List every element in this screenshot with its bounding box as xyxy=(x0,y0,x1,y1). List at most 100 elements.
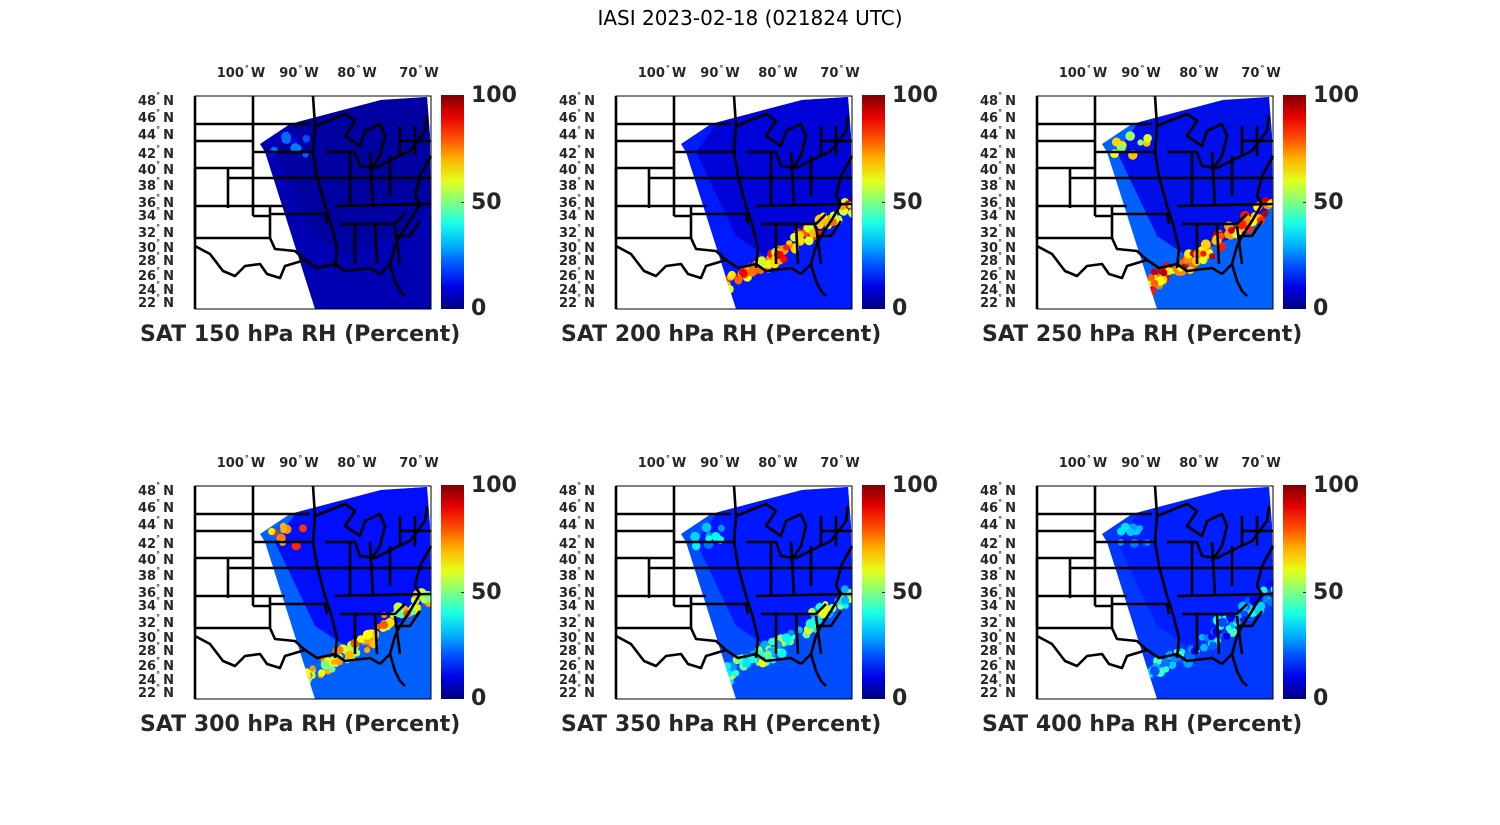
state-boundary xyxy=(1221,263,1233,275)
y-tick-value: 34 xyxy=(559,209,578,224)
moist-patch-point xyxy=(1117,527,1126,536)
colorbar xyxy=(1283,95,1306,309)
x-tick-label: 80° W xyxy=(758,454,797,471)
colorbar-tick-label: 100 xyxy=(1313,473,1359,498)
y-tick-value: 38 xyxy=(559,569,578,584)
degree-symbol: ° xyxy=(998,108,1003,117)
moist-band-point xyxy=(738,268,748,277)
degree-symbol: ° xyxy=(577,566,582,575)
y-tick-label: 22° N xyxy=(559,293,595,311)
y-tick-value: 22 xyxy=(138,296,157,311)
y-tick-label: 28° N xyxy=(559,641,595,659)
y-tick-suffix: N xyxy=(1005,599,1016,614)
state-boundary xyxy=(1112,212,1171,225)
state-boundary xyxy=(1112,602,1171,615)
y-tick-suffix: N xyxy=(163,644,174,659)
y-tick-label: 34° N xyxy=(559,596,595,614)
state-boundary xyxy=(393,615,402,655)
y-tick-label: 38° N xyxy=(980,566,1016,584)
y-tick-suffix: N xyxy=(163,553,174,568)
x-tick-value: 80 xyxy=(758,456,777,471)
y-tick-value: 30 xyxy=(138,631,157,646)
y-tick-label: 36° N xyxy=(138,193,174,211)
moist-patch-point xyxy=(705,535,713,542)
degree-symbol: ° xyxy=(1198,64,1203,73)
y-tick-label: 48° N xyxy=(559,481,595,499)
moist-band-point xyxy=(431,589,440,598)
y-tick-suffix: N xyxy=(163,686,174,701)
y-tick-suffix: N xyxy=(163,94,174,109)
degree-symbol: ° xyxy=(418,454,423,463)
y-tick-value: 32 xyxy=(980,616,999,631)
degree-symbol: ° xyxy=(998,125,1003,134)
y-tick-value: 32 xyxy=(980,226,999,241)
degree-symbol: ° xyxy=(156,91,161,100)
moist-band-point xyxy=(380,620,389,630)
y-tick-label: 44° N xyxy=(138,125,174,143)
y-tick-value: 48 xyxy=(559,94,578,109)
state-boundary xyxy=(735,502,808,562)
axes-frame xyxy=(615,95,853,310)
y-tick-label: 38° N xyxy=(559,176,595,194)
degree-symbol: ° xyxy=(156,534,161,543)
x-tick-value: 90 xyxy=(700,66,719,81)
degree-symbol: ° xyxy=(1260,454,1265,463)
x-tick-value: 100 xyxy=(1058,456,1086,471)
degree-symbol: ° xyxy=(156,628,161,637)
degree-symbol: ° xyxy=(156,656,161,665)
y-tick-suffix: N xyxy=(1005,179,1016,194)
y-tick-label: 42° N xyxy=(138,144,174,162)
moist-band-point xyxy=(1267,598,1273,606)
y-tick-value: 24 xyxy=(980,673,999,688)
y-tick-value: 24 xyxy=(559,673,578,688)
state-boundary xyxy=(1036,244,1223,280)
y-tick-label: 42° N xyxy=(138,534,174,552)
moist-band-point xyxy=(781,633,791,643)
degree-symbol: ° xyxy=(998,534,1003,543)
colorbar xyxy=(1283,485,1306,699)
moist-patch-point xyxy=(279,522,287,530)
degree-symbol: ° xyxy=(577,583,582,592)
y-tick-label: 32° N xyxy=(138,223,174,241)
panel-title: SAT 400 hPa RH (Percent) xyxy=(982,712,1303,737)
x-tick-label: 100° W xyxy=(1059,454,1107,471)
panel-title: SAT 150 hPa RH (Percent) xyxy=(140,322,461,347)
x-tick-value: 80 xyxy=(758,66,777,81)
moist-band-point xyxy=(1161,658,1169,666)
y-tick-label: 36° N xyxy=(559,193,595,211)
y-tick-label: 22° N xyxy=(138,293,174,311)
moist-band-point xyxy=(850,596,852,604)
degree-symbol: ° xyxy=(577,144,582,153)
degree-symbol: ° xyxy=(998,481,1003,490)
y-tick-suffix: N xyxy=(584,269,595,284)
y-tick-label: 30° N xyxy=(559,238,595,256)
y-tick-label: 28° N xyxy=(138,251,174,269)
y-tick-value: 26 xyxy=(138,659,157,674)
x-tick-value: 100 xyxy=(216,456,244,471)
moist-band-point xyxy=(1217,617,1228,628)
y-tick-suffix: N xyxy=(1005,209,1016,224)
x-tick-label: 90° W xyxy=(1121,64,1160,81)
y-tick-suffix: N xyxy=(163,586,174,601)
y-tick-value: 38 xyxy=(559,179,578,194)
degree-symbol: ° xyxy=(998,641,1003,650)
x-tick-label: 80° W xyxy=(337,64,376,81)
x-tick-label: 90° W xyxy=(700,454,739,471)
y-tick-value: 28 xyxy=(138,644,157,659)
state-boundary xyxy=(268,627,306,651)
y-tick-value: 22 xyxy=(559,296,578,311)
y-tick-suffix: N xyxy=(1005,254,1016,269)
colorbar-tick-label: 50 xyxy=(1313,189,1344,215)
colorbar xyxy=(441,95,464,309)
y-tick-suffix: N xyxy=(584,179,595,194)
axes-frame xyxy=(194,485,432,700)
y-tick-label: 32° N xyxy=(138,613,174,631)
state-boundary xyxy=(689,627,727,651)
x-tick-value: 70 xyxy=(1241,456,1260,471)
y-tick-label: 22° N xyxy=(980,683,1016,701)
degree-symbol: ° xyxy=(156,498,161,507)
moist-patch-point xyxy=(1129,538,1139,548)
y-tick-suffix: N xyxy=(163,254,174,269)
panel-150hpa: 100° W 90° W 80° W 70° W 48° N 46° N 44° N 42° N 40° N 38°… xyxy=(138,64,555,366)
panel-350hpa: 100° W 90° W 80° W 70° W 48° N 46° N 44° N 42° N 40° N 38°… xyxy=(559,454,976,756)
